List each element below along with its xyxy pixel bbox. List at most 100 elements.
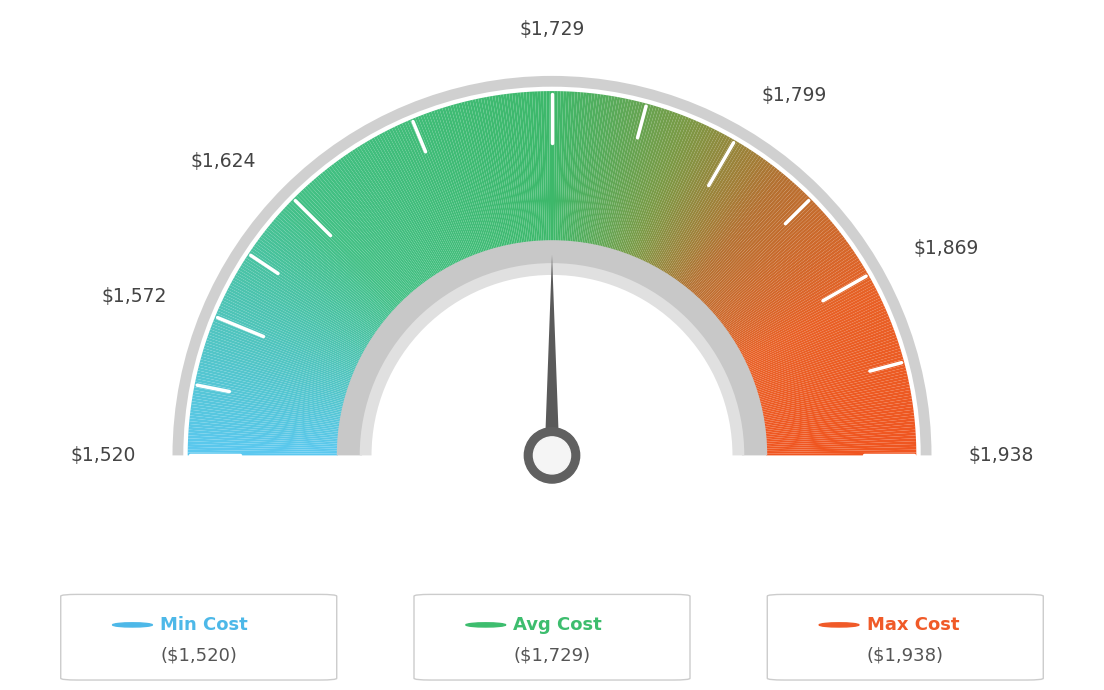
Wedge shape [546,91,550,242]
Wedge shape [638,122,702,260]
Wedge shape [652,133,725,267]
Wedge shape [765,424,915,439]
Wedge shape [467,101,503,247]
Wedge shape [753,326,894,382]
Wedge shape [240,265,370,345]
Wedge shape [333,162,425,284]
Wedge shape [739,275,870,351]
Wedge shape [257,239,380,330]
Wedge shape [264,230,384,324]
Wedge shape [259,237,381,328]
Wedge shape [354,148,437,275]
Wedge shape [364,142,443,272]
Wedge shape [751,319,891,377]
Wedge shape [532,92,542,242]
Wedge shape [464,101,502,248]
Wedge shape [219,306,357,368]
Wedge shape [344,154,432,279]
Wedge shape [756,346,900,393]
Wedge shape [661,142,740,272]
Wedge shape [673,156,762,280]
Wedge shape [309,182,411,296]
Wedge shape [198,368,344,406]
Wedge shape [747,306,885,368]
Wedge shape [637,121,699,259]
Wedge shape [758,359,904,400]
Wedge shape [764,398,912,424]
Wedge shape [571,92,586,242]
Wedge shape [205,340,349,389]
Wedge shape [272,221,388,319]
Text: Avg Cost: Avg Cost [513,616,602,634]
Wedge shape [559,91,566,242]
Wedge shape [676,157,764,281]
Wedge shape [755,340,899,389]
Wedge shape [234,275,365,351]
Wedge shape [602,101,640,248]
Wedge shape [658,139,735,270]
Text: ($1,729): ($1,729) [513,647,591,664]
Wedge shape [251,248,375,335]
Wedge shape [521,92,535,242]
Wedge shape [687,173,784,290]
Wedge shape [766,438,916,447]
Wedge shape [439,108,487,252]
Wedge shape [644,126,710,262]
Wedge shape [612,106,657,250]
Wedge shape [461,102,500,248]
Wedge shape [713,215,827,315]
Wedge shape [700,192,806,302]
Wedge shape [210,329,351,383]
Wedge shape [367,140,445,271]
Wedge shape [659,140,737,271]
Wedge shape [318,175,415,291]
Wedge shape [763,390,911,419]
Wedge shape [275,217,390,316]
Wedge shape [327,168,421,287]
Wedge shape [646,128,715,264]
Wedge shape [501,95,523,244]
Wedge shape [572,92,590,242]
Wedge shape [728,246,851,333]
Wedge shape [193,387,341,417]
Wedge shape [680,164,773,285]
Wedge shape [725,241,848,331]
Wedge shape [195,379,342,412]
Wedge shape [233,277,365,352]
FancyBboxPatch shape [414,594,690,680]
Wedge shape [473,99,507,246]
Wedge shape [766,433,916,444]
Wedge shape [736,270,867,348]
Wedge shape [350,151,434,277]
Wedge shape [192,398,340,424]
Wedge shape [392,127,459,263]
Wedge shape [204,346,348,393]
Wedge shape [750,313,889,373]
Wedge shape [760,362,905,402]
Wedge shape [645,127,712,263]
Wedge shape [194,384,342,415]
Wedge shape [594,98,626,246]
Wedge shape [188,447,338,452]
Wedge shape [432,110,482,253]
Wedge shape [567,92,581,242]
Wedge shape [762,379,909,412]
Wedge shape [721,232,841,326]
Text: $1,729: $1,729 [519,20,585,39]
Wedge shape [512,93,530,242]
Wedge shape [756,343,900,391]
Wedge shape [595,99,628,246]
Wedge shape [751,322,892,378]
Text: $1,624: $1,624 [191,152,256,171]
Wedge shape [232,280,364,354]
Wedge shape [737,273,869,349]
Wedge shape [766,453,916,455]
Text: ($1,938): ($1,938) [867,647,944,664]
Wedge shape [734,265,864,345]
Text: $1,799: $1,799 [761,86,827,105]
Wedge shape [379,133,452,267]
Wedge shape [288,202,399,308]
Wedge shape [584,95,609,244]
Wedge shape [216,310,355,372]
Wedge shape [495,95,520,244]
